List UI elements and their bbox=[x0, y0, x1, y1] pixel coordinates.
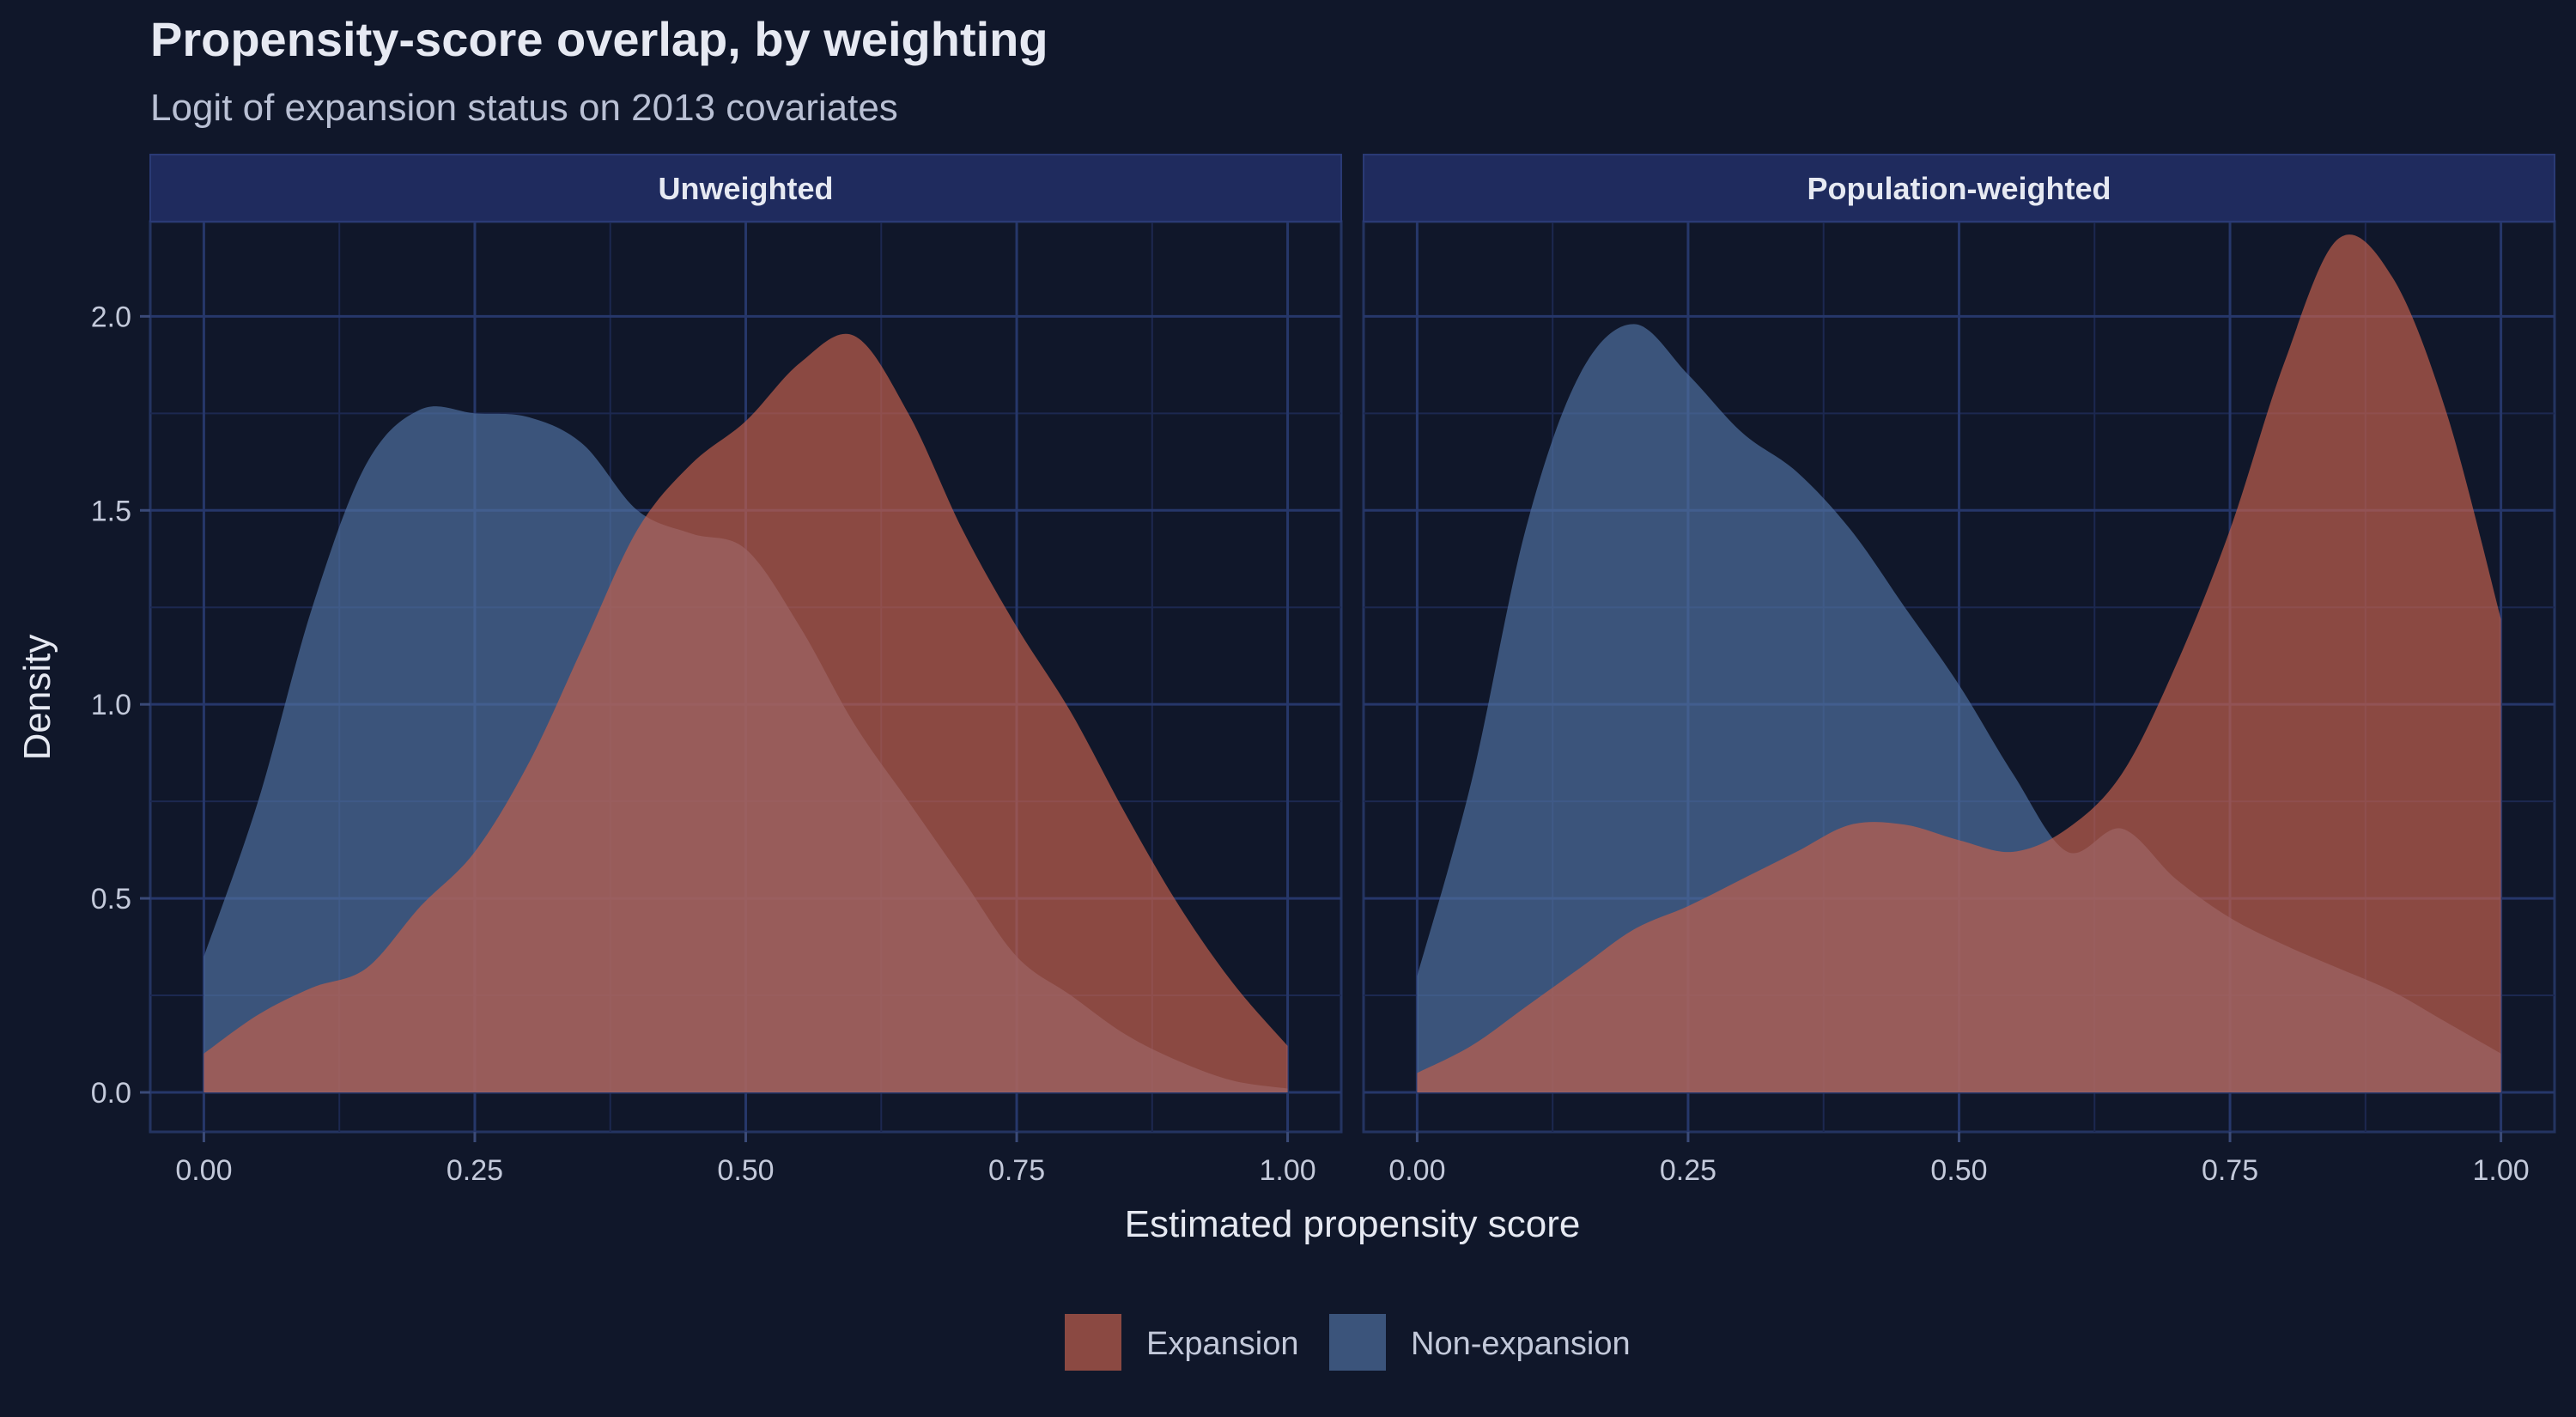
y-tick-label: 1.5 bbox=[91, 495, 131, 527]
panel-0: 0.00 0.25 0.50 0.75 1.00 0.0 0.5 1.0 1.5 2.0 Unwei… bbox=[91, 154, 1343, 1187]
panel-1: 0.00 0.25 0.50 0.75 1.00 Population-weighted bbox=[1362, 154, 2556, 1187]
x-tick-label: 0.50 bbox=[717, 1154, 774, 1187]
density-area-expansion bbox=[204, 333, 1288, 1092]
chart-title: Propensity-score overlap, by weighting bbox=[150, 12, 1048, 66]
x-tick-label: 0.25 bbox=[447, 1154, 503, 1187]
y-axis-title: Density bbox=[16, 635, 58, 761]
facet-strip-label: Population-weighted bbox=[1807, 171, 2111, 206]
x-tick-label: 0.25 bbox=[1660, 1154, 1716, 1187]
y-tick-label: 2.0 bbox=[91, 301, 131, 333]
legend: Expansion Non-expansion bbox=[1065, 1314, 1631, 1371]
x-tick-label: 0.00 bbox=[1388, 1154, 1445, 1187]
chart-subtitle: Logit of expansion status on 2013 covari… bbox=[150, 87, 898, 129]
x-tick-label: 0.00 bbox=[175, 1154, 232, 1187]
x-tick-label: 1.00 bbox=[2472, 1154, 2529, 1187]
y-tick-label: 0.5 bbox=[91, 883, 131, 915]
facet-strip bbox=[149, 154, 1342, 222]
density-area-expansion bbox=[1417, 234, 2501, 1092]
legend-label: Expansion bbox=[1146, 1326, 1298, 1362]
legend-swatch bbox=[1065, 1314, 1121, 1371]
y-tick-label: 0.0 bbox=[91, 1077, 131, 1110]
legend-label: Non-expansion bbox=[1411, 1326, 1631, 1362]
x-tick-label: 0.50 bbox=[1930, 1154, 1987, 1187]
facet-strip bbox=[1363, 154, 2555, 222]
density-area-non-expansion bbox=[1417, 324, 2501, 1092]
legend-swatch bbox=[1329, 1314, 1386, 1371]
x-tick-label: 0.75 bbox=[2202, 1154, 2258, 1187]
x-axis-title: Estimated propensity score bbox=[1125, 1203, 1581, 1245]
x-tick-label: 1.00 bbox=[1259, 1154, 1315, 1187]
x-tick-label: 0.75 bbox=[988, 1154, 1045, 1187]
y-tick-label: 1.0 bbox=[91, 689, 131, 721]
facet-strip-label: Unweighted bbox=[659, 171, 834, 206]
